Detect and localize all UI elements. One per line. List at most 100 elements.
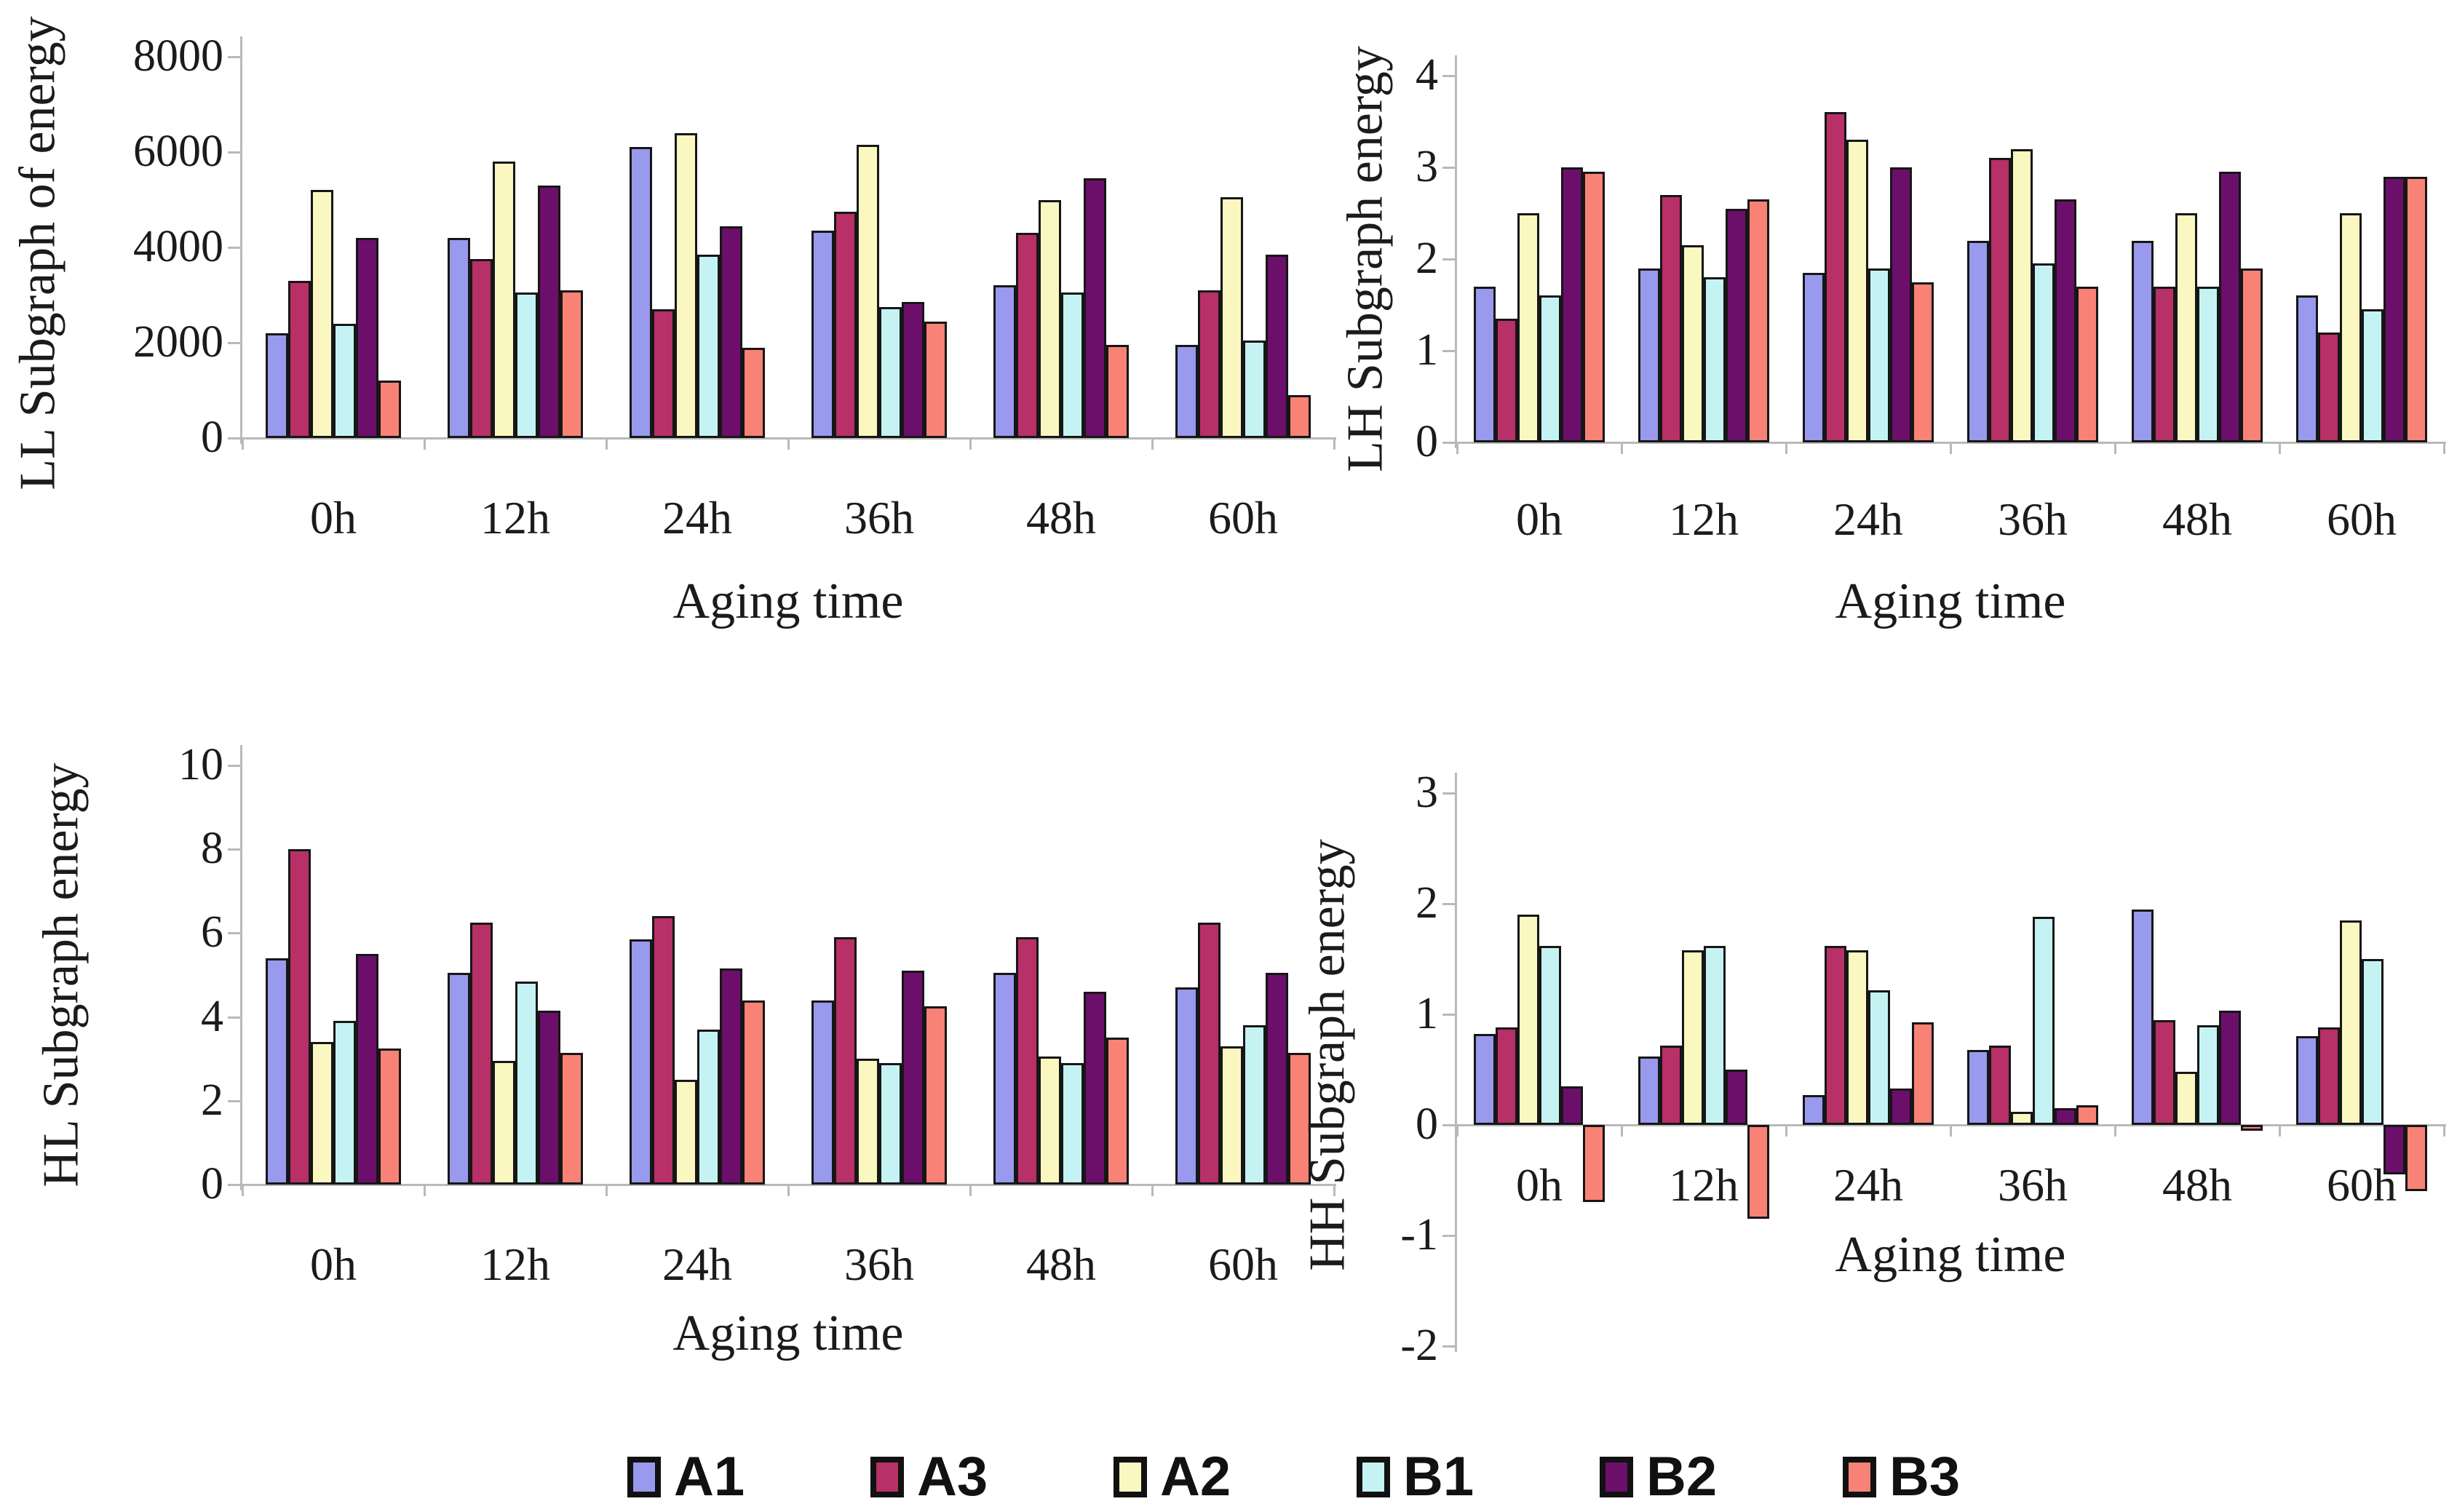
bar-b1-48h	[1061, 1062, 1084, 1185]
bar-b3-24h	[1912, 1022, 1934, 1125]
y-tick-label: 0	[201, 413, 223, 462]
bar-b3-12h	[1747, 199, 1769, 442]
bar-a3-36h	[834, 937, 857, 1185]
bar-a1-48h	[2132, 240, 2154, 442]
legend-item-b1: B1	[1357, 1449, 1474, 1505]
bar-a1-24h	[1803, 1094, 1825, 1125]
bar-a3-0h	[1496, 318, 1517, 442]
bar-a2-0h	[1517, 915, 1539, 1125]
bar-a2-0h	[1517, 213, 1539, 442]
bar-a2-60h	[1220, 197, 1243, 438]
bar-b3-0h	[378, 381, 401, 438]
legend-item-a2: A2	[1114, 1449, 1231, 1505]
bar-a2-36h	[857, 1059, 879, 1185]
bar-b2-24h	[720, 968, 742, 1185]
bar-b2-12h	[538, 185, 560, 438]
category-label-36h: 36h	[844, 492, 914, 544]
y-tick-mark	[228, 1184, 240, 1186]
legend-label-b1: B1	[1403, 1446, 1474, 1508]
y-tick-label: 3	[1416, 142, 1438, 191]
bar-a3-0h	[288, 280, 311, 438]
y-tick-label: 1	[1416, 989, 1438, 1038]
bar-a3-60h	[2318, 332, 2340, 442]
bar-a1-36h	[811, 1000, 834, 1185]
bar-b1-60h	[1243, 1025, 1266, 1185]
x-tick-mark	[2114, 442, 2116, 454]
bar-b2-12h	[1726, 208, 1747, 442]
bar-a2-24h	[675, 1080, 697, 1185]
bar-b3-36h	[2076, 1105, 2098, 1125]
legend-label-b2: B2	[1646, 1446, 1718, 1508]
x-tick-mark	[2443, 1125, 2445, 1137]
bar-a3-48h	[2154, 1019, 2175, 1125]
bar-b1-24h	[697, 254, 720, 438]
bar-a1-24h	[630, 939, 652, 1185]
legend-swatch-b1	[1357, 1457, 1390, 1497]
bar-b1-0h	[333, 323, 356, 438]
y-tick-mark	[228, 1099, 240, 1102]
bar-b1-60h	[2362, 959, 2383, 1125]
x-tick-mark	[1950, 1125, 1952, 1137]
bar-a1-12h	[448, 237, 470, 438]
bar-b1-12h	[515, 293, 538, 438]
x-tick-mark	[424, 1185, 426, 1196]
category-label-12h: 12h	[1669, 1159, 1739, 1211]
bar-a3-12h	[1660, 1045, 1682, 1125]
y-tick-mark	[228, 437, 240, 439]
bar-b1-36h	[2033, 263, 2055, 442]
bar-a2-60h	[2340, 920, 2362, 1125]
bar-a2-48h	[2175, 1072, 2197, 1125]
x-tick-mark	[2279, 1125, 2281, 1137]
x-tick-mark	[242, 1185, 244, 1196]
y-tick-label: -2	[1400, 1321, 1438, 1370]
x-tick-mark	[1785, 442, 1787, 454]
bar-b2-48h	[2219, 1011, 2241, 1125]
bar-b3-36h	[924, 1006, 947, 1185]
y-tick-label: 0	[1416, 417, 1438, 466]
category-label-12h: 12h	[480, 492, 550, 544]
category-label-48h: 48h	[1026, 1238, 1096, 1290]
bar-b3-0h	[1583, 1125, 1605, 1203]
x-tick-mark	[606, 438, 608, 450]
category-label-24h: 24h	[1833, 1159, 1903, 1211]
bar-a1-48h	[2132, 909, 2154, 1125]
legend-label-a1: A1	[674, 1446, 745, 1508]
legend-item-a3: A3	[870, 1449, 988, 1505]
bar-b1-36h	[2033, 917, 2055, 1125]
bar-b2-0h	[356, 237, 378, 438]
y-tick-mark	[228, 848, 240, 851]
x-tick-mark	[969, 1185, 972, 1196]
bar-b3-60h	[1288, 1052, 1311, 1185]
category-label-60h: 60h	[1208, 1238, 1278, 1290]
y-tick-mark	[1442, 1345, 1455, 1348]
bar-a3-60h	[1198, 290, 1220, 438]
bar-b1-12h	[1704, 945, 1726, 1125]
bar-b1-60h	[1243, 340, 1266, 438]
y-axis-line	[1455, 773, 1457, 1352]
x-tick-mark	[1456, 442, 1458, 454]
bar-b1-60h	[2362, 309, 2383, 442]
bar-a1-12h	[448, 973, 470, 1185]
y-tick-mark	[1442, 1124, 1455, 1126]
y-tick-label: 2000	[133, 317, 223, 367]
category-label-48h: 48h	[2162, 1159, 2232, 1211]
legend-swatch-b2	[1600, 1457, 1633, 1497]
category-label-36h: 36h	[1998, 1159, 2068, 1211]
bar-b3-60h	[2405, 1125, 2427, 1192]
bar-b3-48h	[1106, 1038, 1129, 1185]
x-tick-mark	[424, 438, 426, 450]
bar-a1-36h	[1967, 1049, 1989, 1125]
x-axis-title: Aging time	[1835, 573, 2066, 629]
bar-a2-36h	[857, 145, 879, 438]
y-tick-mark	[1442, 442, 1455, 444]
y-tick-label: 4	[1416, 50, 1438, 100]
bar-a2-24h	[1846, 950, 1868, 1125]
bar-b2-48h	[2219, 172, 2241, 442]
bar-b3-36h	[924, 321, 947, 438]
bar-a3-48h	[1016, 233, 1039, 438]
bar-a1-24h	[1803, 272, 1825, 442]
x-tick-mark	[1456, 1125, 1458, 1137]
bar-a3-24h	[652, 916, 675, 1185]
bar-a3-60h	[1198, 923, 1220, 1185]
